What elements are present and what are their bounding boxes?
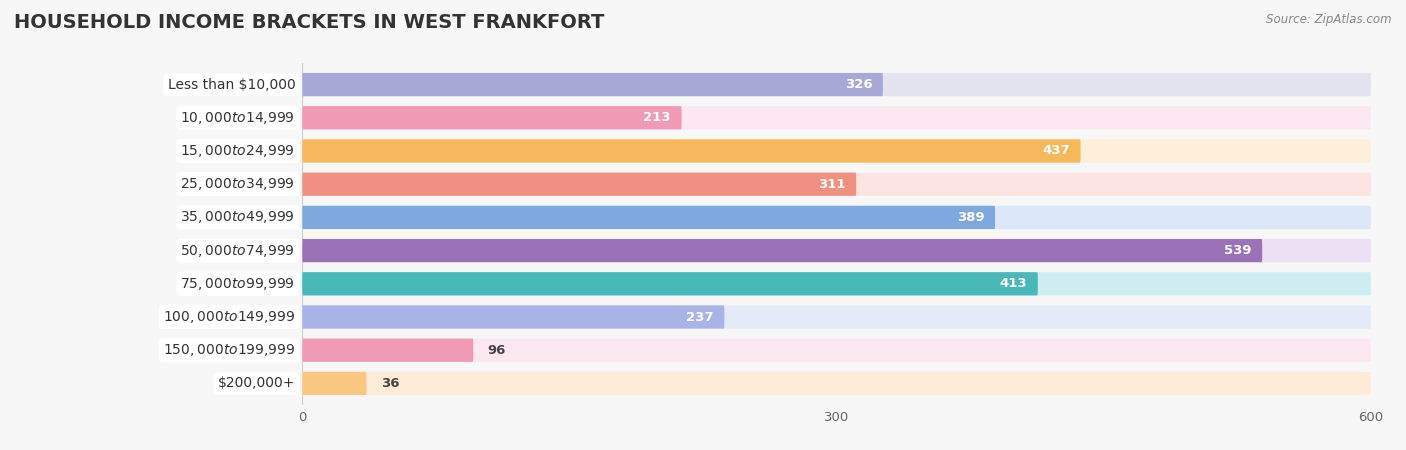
- FancyBboxPatch shape: [302, 140, 1371, 162]
- Text: $50,000 to $74,999: $50,000 to $74,999: [180, 243, 295, 259]
- Text: 539: 539: [1225, 244, 1251, 257]
- FancyBboxPatch shape: [302, 306, 1371, 328]
- FancyBboxPatch shape: [302, 239, 1371, 262]
- Text: 437: 437: [1042, 144, 1070, 158]
- FancyBboxPatch shape: [302, 106, 682, 130]
- FancyBboxPatch shape: [302, 172, 856, 196]
- Text: $15,000 to $24,999: $15,000 to $24,999: [180, 143, 295, 159]
- Text: HOUSEHOLD INCOME BRACKETS IN WEST FRANKFORT: HOUSEHOLD INCOME BRACKETS IN WEST FRANKF…: [14, 14, 605, 32]
- Text: 237: 237: [686, 310, 714, 324]
- FancyBboxPatch shape: [302, 338, 474, 362]
- Text: 311: 311: [818, 178, 845, 191]
- Text: $25,000 to $34,999: $25,000 to $34,999: [180, 176, 295, 192]
- FancyBboxPatch shape: [302, 239, 1263, 262]
- FancyBboxPatch shape: [302, 106, 1371, 130]
- FancyBboxPatch shape: [302, 206, 1371, 229]
- FancyBboxPatch shape: [302, 73, 883, 96]
- FancyBboxPatch shape: [302, 73, 1371, 96]
- Text: Less than $10,000: Less than $10,000: [167, 77, 295, 92]
- Text: $75,000 to $99,999: $75,000 to $99,999: [180, 276, 295, 292]
- Text: Source: ZipAtlas.com: Source: ZipAtlas.com: [1267, 14, 1392, 27]
- Text: 213: 213: [644, 111, 671, 124]
- Text: 389: 389: [956, 211, 984, 224]
- Text: $100,000 to $149,999: $100,000 to $149,999: [163, 309, 295, 325]
- Text: $150,000 to $199,999: $150,000 to $199,999: [163, 342, 295, 358]
- FancyBboxPatch shape: [302, 272, 1038, 296]
- Text: $35,000 to $49,999: $35,000 to $49,999: [180, 209, 295, 225]
- FancyBboxPatch shape: [302, 338, 1371, 362]
- Text: 413: 413: [1000, 277, 1028, 290]
- FancyBboxPatch shape: [302, 272, 1371, 296]
- FancyBboxPatch shape: [302, 206, 995, 229]
- FancyBboxPatch shape: [302, 140, 1081, 162]
- Text: 36: 36: [381, 377, 399, 390]
- FancyBboxPatch shape: [302, 172, 1371, 196]
- Text: $10,000 to $14,999: $10,000 to $14,999: [180, 110, 295, 126]
- FancyBboxPatch shape: [302, 372, 1371, 395]
- Text: 326: 326: [845, 78, 872, 91]
- FancyBboxPatch shape: [302, 372, 367, 395]
- Text: $200,000+: $200,000+: [218, 376, 295, 391]
- Text: 96: 96: [488, 344, 506, 357]
- FancyBboxPatch shape: [302, 306, 724, 328]
